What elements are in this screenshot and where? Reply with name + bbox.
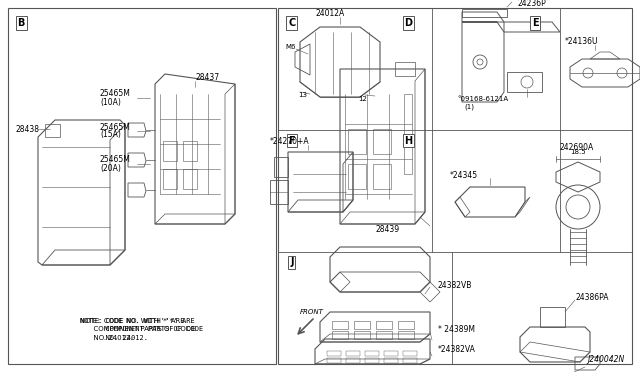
- Text: 25465M: 25465M: [100, 90, 131, 99]
- Text: J240042N: J240042N: [587, 355, 624, 364]
- Text: 242690A: 242690A: [560, 142, 595, 151]
- Bar: [163, 141, 177, 161]
- Text: (10A): (10A): [100, 97, 121, 106]
- Text: C: C: [288, 18, 296, 28]
- Bar: [183, 169, 197, 189]
- Text: 24012A: 24012A: [316, 10, 344, 19]
- Bar: [327, 351, 341, 356]
- Text: FRONT: FRONT: [300, 309, 324, 315]
- Bar: [354, 321, 370, 329]
- Text: 25465M: 25465M: [100, 122, 131, 131]
- Text: * 24389M: * 24389M: [438, 326, 475, 334]
- Text: *24345: *24345: [450, 170, 478, 180]
- Text: (1): (1): [464, 104, 474, 110]
- Bar: [332, 331, 348, 339]
- Text: °09168-6121A: °09168-6121A: [457, 96, 508, 102]
- Text: H: H: [404, 136, 412, 145]
- Bar: [384, 358, 398, 363]
- Text: (20A): (20A): [100, 164, 121, 173]
- Text: M6: M6: [285, 44, 296, 50]
- Bar: [163, 169, 177, 189]
- Text: J: J: [290, 257, 294, 267]
- Text: 18.5: 18.5: [570, 149, 586, 155]
- Text: B: B: [17, 18, 25, 28]
- Bar: [365, 358, 379, 363]
- Text: F: F: [289, 136, 295, 145]
- Text: 13: 13: [298, 92, 307, 98]
- Text: 25465M: 25465M: [100, 155, 131, 164]
- Bar: [398, 321, 414, 329]
- Bar: [327, 358, 341, 363]
- Bar: [346, 351, 360, 356]
- Text: 28437: 28437: [195, 74, 219, 83]
- Text: *24270+A: *24270+A: [270, 138, 310, 147]
- Bar: [373, 129, 391, 154]
- Text: 28439: 28439: [376, 224, 400, 234]
- Text: 24382VB: 24382VB: [438, 280, 472, 289]
- Bar: [8, 8, 276, 364]
- Text: (15A): (15A): [100, 131, 121, 140]
- Text: 24386PA: 24386PA: [575, 292, 609, 301]
- Bar: [348, 129, 366, 154]
- Bar: [398, 331, 414, 339]
- Bar: [332, 321, 348, 329]
- Text: E: E: [532, 18, 538, 28]
- Text: *24136U: *24136U: [565, 38, 598, 46]
- Text: NOTE: CODE NO. WITH '*' ARE
      COMPONENT PARTS OF CODE
      NO. 24012.: NOTE: CODE NO. WITH '*' ARE COMPONENT PA…: [80, 318, 204, 341]
- Bar: [403, 358, 417, 363]
- Text: *24382VA: *24382VA: [438, 346, 476, 355]
- Bar: [403, 351, 417, 356]
- Text: 12: 12: [358, 96, 367, 102]
- Bar: [376, 331, 392, 339]
- Bar: [384, 351, 398, 356]
- Bar: [278, 8, 632, 364]
- Bar: [346, 358, 360, 363]
- Text: 28438: 28438: [16, 125, 40, 134]
- Bar: [354, 331, 370, 339]
- Bar: [365, 351, 379, 356]
- Text: D: D: [404, 18, 412, 28]
- Bar: [376, 321, 392, 329]
- Bar: [348, 164, 366, 189]
- Text: 24236P: 24236P: [517, 0, 546, 9]
- Bar: [183, 141, 197, 161]
- Text: NOTE: CODE NO. WITH '*' ARE
      COMPONENT PARTS OF CODE
      NO. 24012.: NOTE: CODE NO. WITH '*' ARE COMPONENT PA…: [80, 318, 195, 341]
- Bar: [404, 94, 412, 174]
- Bar: [373, 164, 391, 189]
